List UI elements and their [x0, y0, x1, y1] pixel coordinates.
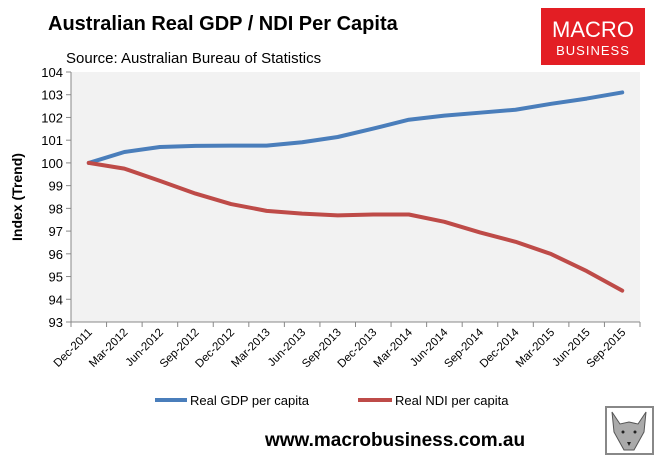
data-point [266, 145, 268, 147]
plot-area [71, 72, 640, 322]
x-tick-label: Mar-2014 [372, 326, 416, 370]
x-tick-label: Sep-2015 [585, 327, 629, 371]
data-point [621, 91, 623, 93]
data-point [586, 270, 588, 272]
y-tick-label: 104 [41, 65, 63, 80]
y-tick-label: 94 [49, 292, 63, 307]
data-point [159, 146, 161, 148]
y-tick-label: 97 [49, 224, 63, 239]
data-point [479, 112, 481, 114]
website-url: www.macrobusiness.com.au [264, 430, 525, 451]
data-point [479, 231, 481, 233]
x-tick-label: Mar-2013 [229, 327, 272, 370]
data-point [337, 214, 339, 216]
data-point [123, 168, 125, 170]
legend-label-ndi: Real NDI per capita [395, 393, 509, 408]
data-point [408, 214, 410, 215]
data-point [194, 193, 196, 195]
y-tick-label: 100 [41, 156, 63, 171]
macrobusiness-logo: MACRO BUSINESS [541, 8, 645, 65]
y-tick-label: 96 [49, 247, 63, 262]
data-point [266, 210, 268, 212]
data-point [443, 221, 445, 223]
data-point [88, 162, 90, 164]
series-line-gdp [86, 90, 625, 165]
logo-background [541, 8, 645, 65]
data-point [123, 151, 125, 153]
data-point [159, 180, 161, 182]
y-tick-label: 103 [41, 88, 63, 103]
data-point [515, 109, 517, 111]
y-tick-label: 101 [41, 133, 63, 148]
chart-title: Australian Real GDP / NDI Per Capita [48, 13, 399, 35]
y-tick-label: 93 [49, 315, 63, 330]
data-point [194, 145, 196, 147]
y-tick-label: 102 [41, 110, 63, 125]
legend: Real GDP per capita Real NDI per capita [155, 393, 509, 408]
data-point [301, 213, 303, 215]
data-point [230, 145, 232, 147]
logo-line2: BUSINESS [556, 43, 630, 58]
chart-subtitle: Source: Australian Bureau of Statistics [66, 50, 321, 67]
y-tick-label: 98 [49, 201, 63, 216]
data-point [586, 98, 588, 100]
data-point [515, 241, 517, 243]
series-line-ndi [86, 160, 625, 293]
data-point [301, 141, 303, 143]
logo-line1: MACRO [552, 17, 634, 42]
data-point [337, 136, 339, 138]
data-point [550, 253, 552, 255]
data-point [408, 119, 410, 121]
x-tick-label: Mar-2012 [87, 327, 130, 370]
data-point [372, 214, 374, 215]
x-tick-label: Mar-2015 [514, 327, 557, 370]
data-point [621, 290, 623, 292]
data-point [550, 103, 552, 105]
legend-label-gdp: Real GDP per capita [190, 393, 310, 408]
y-tick-label: 95 [49, 270, 63, 285]
y-tick-label: 99 [49, 179, 63, 194]
wolf-logo-icon [605, 406, 654, 455]
data-point [372, 128, 374, 130]
data-point [230, 203, 232, 205]
y-axis-title: Index (Trend) [9, 153, 25, 241]
data-point [443, 115, 445, 117]
